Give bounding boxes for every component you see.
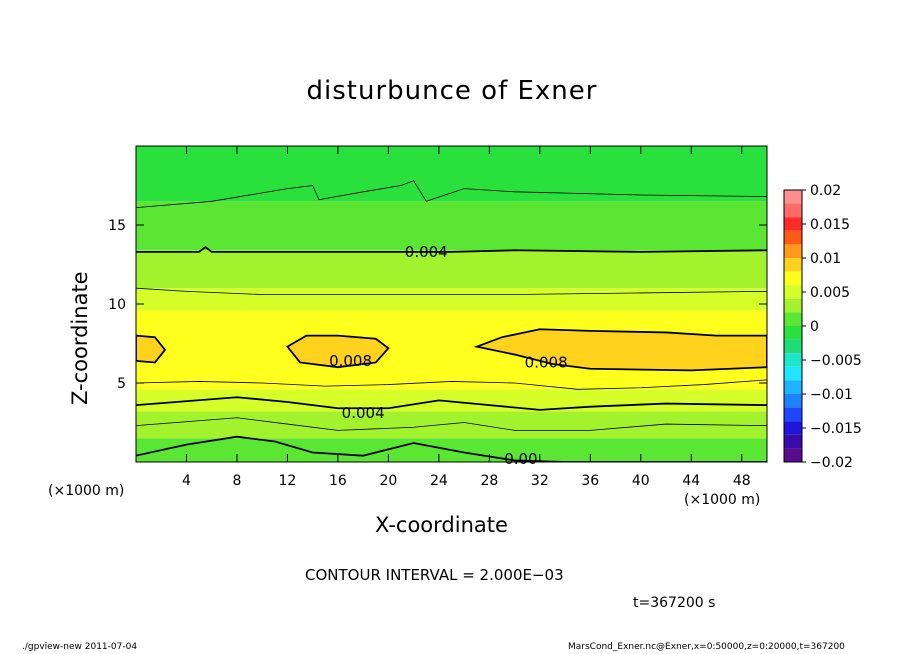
contour-label: 0.00: [504, 450, 537, 468]
x-axis-label: X-coordinate: [375, 513, 508, 537]
y-axis-unit: (×1000 m): [48, 483, 125, 499]
x-tick-label: 44: [682, 473, 700, 489]
contour-interval-text: CONTOUR INTERVAL = 2.000E−03: [305, 566, 564, 584]
warm-region-1: [473, 328, 767, 372]
colorbar-swatch: [784, 258, 802, 272]
x-axis-ticks: 4 8 12 16 20 24 28 32 36 40 44 48: [182, 146, 751, 489]
colorbar-swatch: [784, 353, 802, 367]
contour-lines: [136, 180, 767, 462]
colorbar-tick-label: −0.02: [810, 455, 853, 471]
colorbar-tick-label: 0.01: [810, 251, 841, 267]
y-tick-label: 15: [108, 218, 126, 234]
colorbar-swatch: [784, 339, 802, 354]
colorbar-tick-label: −0.005: [810, 353, 862, 369]
x-tick-label: 28: [480, 473, 498, 489]
contour-labels: 0.004 0.008 0.008 0.004 0.00: [329, 243, 568, 468]
colorbar-swatch: [784, 421, 802, 435]
colorbar-tick-label: 0: [810, 319, 819, 335]
x-tick-label: 24: [430, 473, 448, 489]
colorbar-swatch: [784, 244, 802, 258]
x-axis-unit: (×1000 m): [684, 492, 761, 508]
colorbar-swatch: [784, 448, 802, 462]
contour-line-3: [136, 379, 767, 390]
time-stamp: t=367200 s: [633, 595, 716, 611]
colorbar-tick-label: −0.01: [810, 387, 853, 403]
colorbar-tick-label: 0.02: [810, 183, 841, 199]
field-band-1: [136, 411, 767, 439]
footer-right: MarsCond_Exner.nc@Exner,x=0:50000,z=0:20…: [568, 642, 845, 652]
colorbar-swatch: [784, 394, 802, 408]
colorbar-swatch: [784, 312, 802, 326]
y-tick-label: 5: [117, 376, 126, 392]
contour-line-6: [136, 435, 767, 462]
contour-line-4: [136, 396, 767, 411]
colorbar-swatch: [784, 434, 802, 449]
x-tick-label: 32: [531, 473, 549, 489]
field-band-4: [136, 288, 767, 311]
x-tick-label: 36: [581, 473, 599, 489]
field-band-6: [136, 201, 767, 251]
y-axis-ticks: 5 10 15: [108, 218, 767, 392]
field-bands: [136, 146, 767, 462]
contour-label: 0.004: [342, 404, 385, 422]
colorbar-tick-label: 0.005: [810, 285, 850, 301]
x-tick-label: 4: [182, 473, 191, 489]
warm-region-2: [136, 334, 167, 364]
colorbar-swatch: [784, 366, 802, 381]
colorbar-swatch: [784, 285, 802, 299]
y-tick-label: 10: [108, 297, 126, 313]
colorbar-swatch: [784, 203, 802, 218]
colorbar-swatch: [784, 326, 802, 340]
contour-line-0: [136, 180, 767, 209]
colorbar-swatch: [784, 271, 802, 286]
x-tick-label: 20: [379, 473, 397, 489]
y-axis-label: Z-coordinate: [68, 271, 92, 405]
contour-line-2: [136, 287, 767, 295]
footer-left: ./gpview-new 2011-07-04: [22, 642, 138, 652]
colorbar-swatch: [784, 407, 802, 422]
contour-line-5: [136, 417, 767, 431]
colorbar-swatch: [784, 380, 802, 394]
x-tick-label: 8: [232, 473, 241, 489]
chart-title: disturbunce of Exner: [306, 76, 598, 106]
colorbar-swatch: [784, 217, 802, 231]
colorbar-tick-label: −0.015: [810, 421, 862, 437]
colorbar-swatch: [784, 298, 802, 313]
colorbar-tick-label: 0.015: [810, 217, 850, 233]
colorbar-swatch: [784, 230, 802, 245]
contour-label: 0.004: [405, 243, 448, 261]
field-band-7: [136, 146, 767, 202]
x-tick-label: 40: [632, 473, 650, 489]
x-tick-label: 12: [279, 473, 297, 489]
contour-label: 0.008: [329, 352, 372, 370]
warm-region-0: [286, 334, 390, 369]
colorbar: 0.02 0.015 0.01 0.005 0 −0.005 −0.01 −0.015 −0.0…: [783, 183, 862, 471]
contour-line-1: [136, 245, 767, 253]
colorbar-swatch: [784, 190, 802, 204]
field-band-2: [136, 389, 767, 412]
contour-label: 0.008: [525, 353, 568, 371]
x-tick-label: 48: [733, 473, 751, 489]
field-band-5: [136, 250, 767, 289]
x-tick-label: 16: [329, 473, 347, 489]
